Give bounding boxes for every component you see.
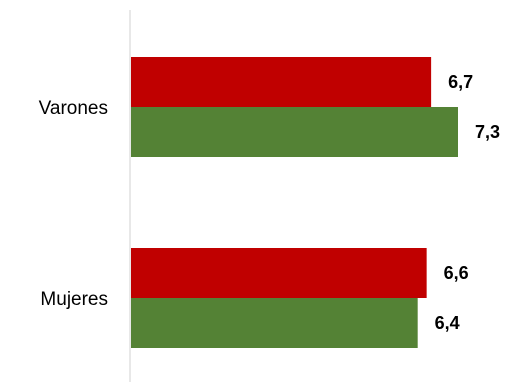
value-label-varones-series-2: 7,3 <box>475 122 500 142</box>
category-label-mujeres: Mujeres <box>40 289 108 310</box>
bar-varones-series-1 <box>131 57 432 107</box>
labels-group: Varones 6,7 7,3 Mujeres 6,6 6,4 <box>39 72 500 333</box>
bars-group <box>131 57 458 348</box>
value-label-mujeres-series-2: 6,4 <box>435 313 460 333</box>
category-label-varones: Varones <box>39 98 108 119</box>
value-label-mujeres-series-1: 6,6 <box>444 263 469 283</box>
value-label-varones-series-1: 6,7 <box>448 72 473 92</box>
bar-mujeres-series-1 <box>131 248 427 298</box>
bar-varones-series-2 <box>131 107 458 157</box>
bar-mujeres-series-2 <box>131 298 418 348</box>
